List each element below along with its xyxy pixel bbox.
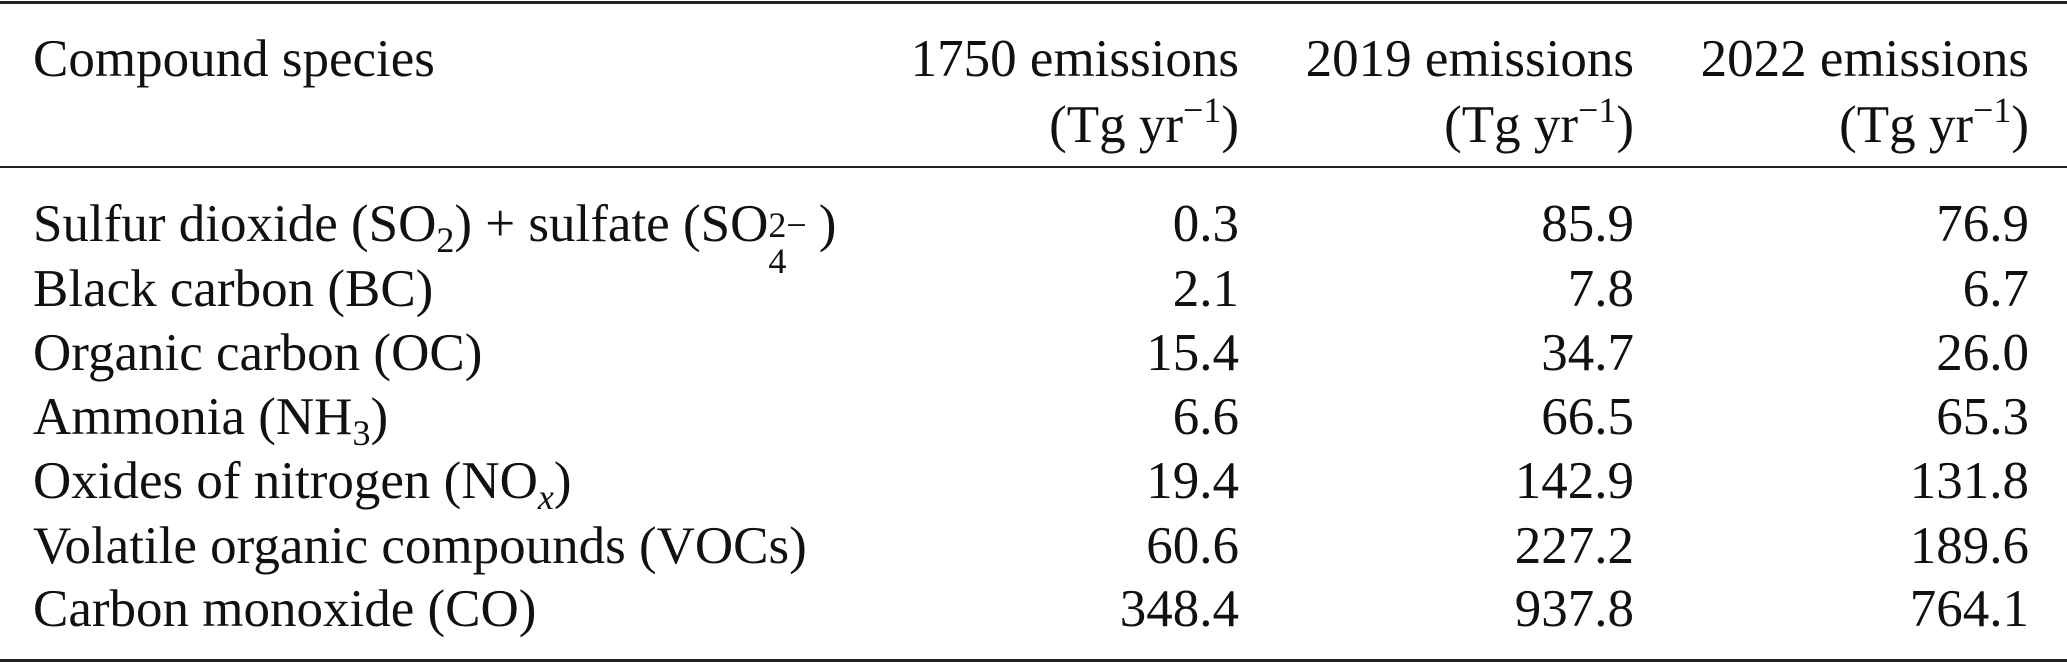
cell-1750: 348.4 <box>1119 580 1239 638</box>
bottom-rule <box>0 659 2067 662</box>
cell-1750: 6.6 <box>1172 388 1239 446</box>
header-rule <box>0 166 2067 168</box>
cell-1750: 0.3 <box>1172 195 1239 253</box>
cell-2019: 34.7 <box>1541 324 1634 382</box>
cell-2022: 26.0 <box>1936 324 2029 382</box>
top-rule <box>0 1 2067 4</box>
cell-2019: 227.2 <box>1514 517 1634 575</box>
cell-2022: 76.9 <box>1936 195 2029 253</box>
cell-1750: 15.4 <box>1146 324 1239 382</box>
cell-2019: 142.9 <box>1514 452 1634 510</box>
cell-2019: 66.5 <box>1541 388 1634 446</box>
cell-1750: 19.4 <box>1146 452 1239 510</box>
cell-2022: 6.7 <box>1962 260 2029 318</box>
header-1750-unit: (Tg yr−1) <box>1049 90 1239 154</box>
row-label-vocs: Volatile organic compounds (VOCs) <box>33 517 807 575</box>
header-species: Compound species <box>33 30 435 88</box>
cell-2019: 7.8 <box>1567 260 1634 318</box>
header-2022-unit: (Tg yr−1) <box>1839 90 2029 154</box>
row-label-black-carbon: Black carbon (BC) <box>33 260 434 318</box>
header-2022: 2022 emissions <box>1700 30 2029 88</box>
cell-2022: 65.3 <box>1936 388 2029 446</box>
header-1750: 1750 emissions <box>910 30 1239 88</box>
cell-1750: 2.1 <box>1172 260 1239 318</box>
row-label-carbon-monoxide: Carbon monoxide (CO) <box>33 580 537 638</box>
row-label-organic-carbon: Organic carbon (OC) <box>33 324 483 382</box>
cell-2022: 764.1 <box>1909 580 2029 638</box>
cell-2022: 189.6 <box>1909 517 2029 575</box>
cell-2022: 131.8 <box>1909 452 2029 510</box>
row-label-ammonia: Ammonia (NH3) <box>33 388 389 453</box>
cell-2019: 85.9 <box>1541 195 1634 253</box>
cell-2019: 937.8 <box>1514 580 1634 638</box>
row-label-nox: Oxides of nitrogen (NOx) <box>33 452 572 517</box>
cell-1750: 60.6 <box>1146 517 1239 575</box>
row-label-sulfur: Sulfur dioxide (SO2) + sulfate (SO 2− 4) <box>33 195 837 281</box>
header-2019: 2019 emissions <box>1305 30 1634 88</box>
header-2019-unit: (Tg yr−1) <box>1444 90 1634 154</box>
